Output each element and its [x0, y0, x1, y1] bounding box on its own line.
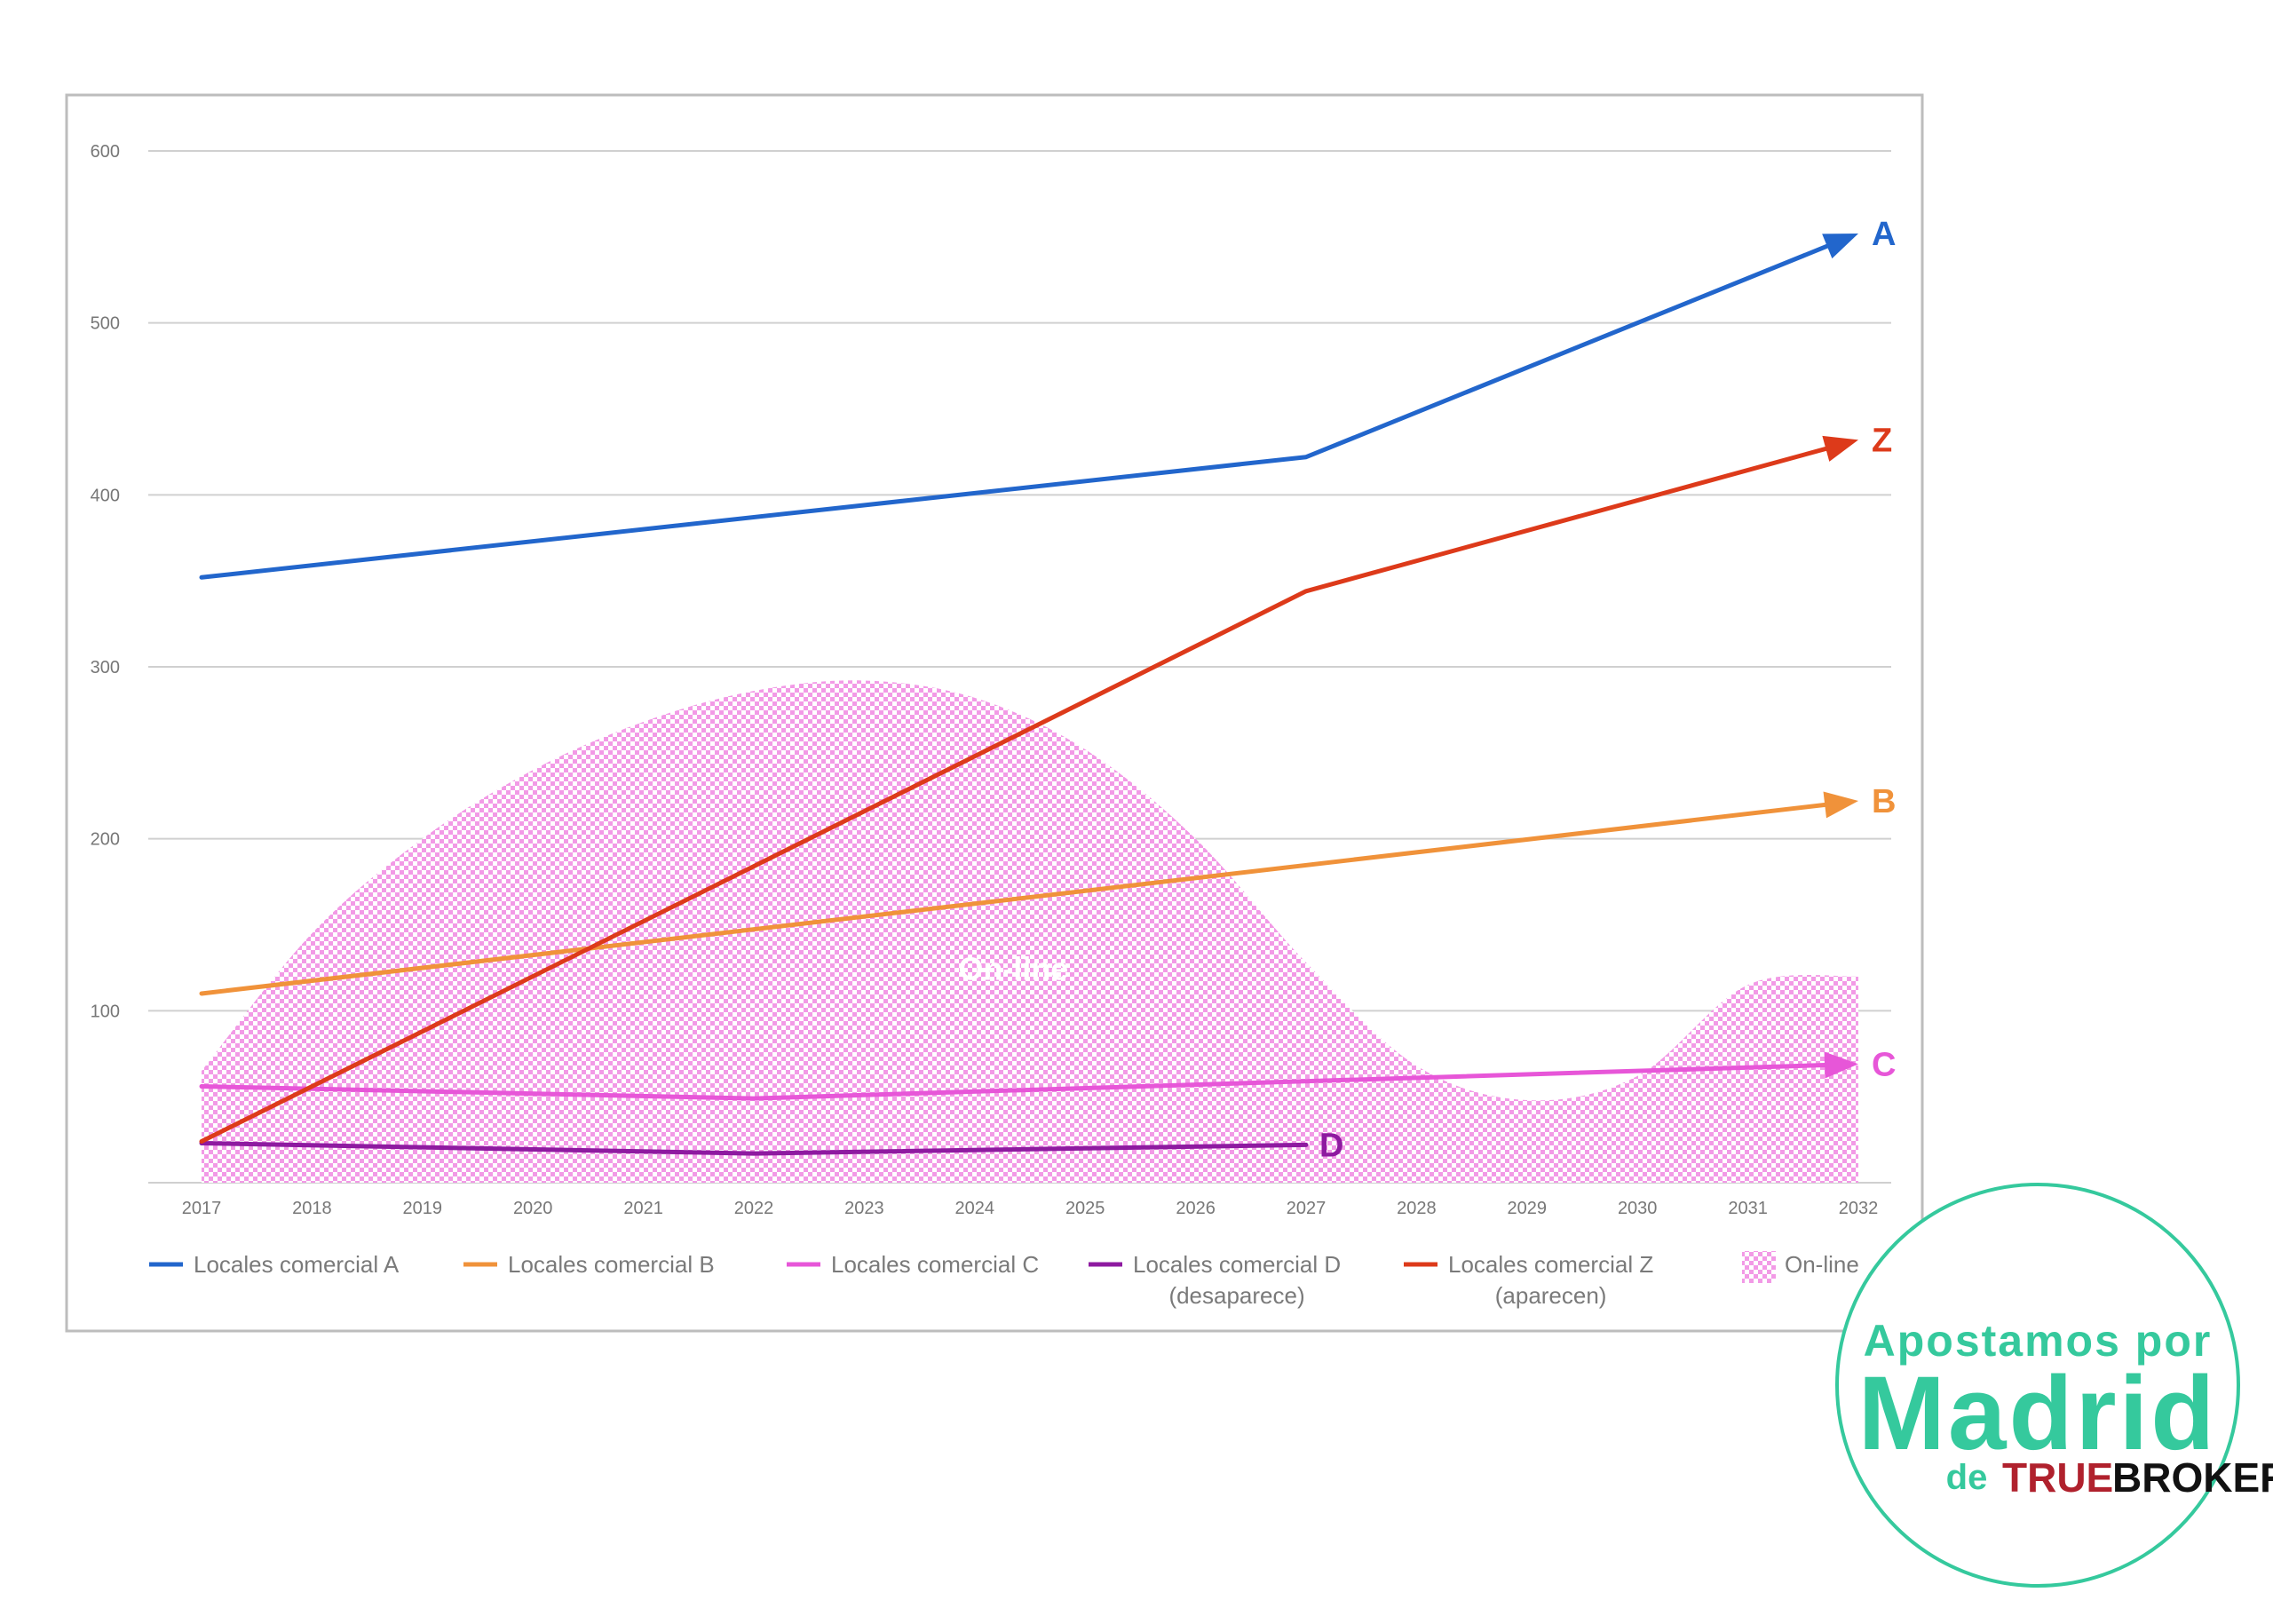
series-line-d	[199, 1140, 1309, 1156]
legend-label: Locales comercial D	[1133, 1251, 1341, 1278]
logo-line1: Apostamos por	[1864, 1316, 2213, 1366]
y-tick-label: 400	[91, 486, 120, 505]
online-area: On-line	[202, 680, 1858, 1183]
x-tick-label: 2029	[1508, 1199, 1548, 1218]
y-axis-ticks: 100 200 300 400 500 600	[91, 142, 120, 1021]
logo-line2: Madrid	[1858, 1355, 2218, 1472]
x-tick-label: 2023	[844, 1199, 884, 1218]
logo-de: de	[1946, 1458, 1988, 1497]
x-axis-ticks: 2017 2018 2019 2020 2021 2022 2023 2024 2025 2026…	[182, 1199, 1879, 1218]
series-end-label-c: C	[1872, 1046, 1896, 1083]
y-tick-label: 200	[91, 830, 120, 850]
x-tick-label: 2018	[292, 1199, 332, 1218]
x-tick-label: 2027	[1287, 1199, 1327, 1218]
x-tick-label: 2021	[623, 1199, 663, 1218]
series-line-c	[199, 1062, 1834, 1101]
logo-badge: Apostamos por Madrid de TRUE BROKER	[1835, 1183, 2273, 1588]
legend-label-sub: (desaparece)	[1168, 1282, 1304, 1309]
x-tick-label: 2028	[1397, 1199, 1437, 1218]
legend-label: Locales comercial B	[508, 1251, 715, 1278]
legend-swatch-online	[1742, 1251, 1776, 1283]
x-tick-label: 2017	[182, 1199, 222, 1218]
legend-label: Locales comercial Z	[1448, 1251, 1653, 1278]
x-tick-label: 2026	[1176, 1199, 1216, 1218]
online-area-label: On-line	[958, 950, 1068, 986]
arrowhead-z	[1822, 435, 1858, 462]
y-tick-label: 500	[91, 314, 120, 334]
series-lines: A B C D Z	[199, 216, 1896, 1164]
arrowhead-c	[1824, 1051, 1858, 1079]
y-tick-label: 300	[91, 658, 120, 677]
series-line-b	[199, 802, 1834, 996]
x-tick-label: 2019	[403, 1199, 443, 1218]
series-end-label-d: D	[1319, 1127, 1343, 1164]
x-tick-label: 2032	[1839, 1199, 1879, 1218]
x-tick-label: 2025	[1065, 1199, 1105, 1218]
y-tick-label: 600	[91, 142, 120, 162]
series-end-label-b: B	[1872, 783, 1896, 820]
legend: Locales comercial A Locales comercial B Lo…	[149, 1251, 1859, 1309]
x-tick-label: 2022	[734, 1199, 774, 1218]
x-tick-label: 2030	[1618, 1199, 1658, 1218]
logo-brand-broker: BROKER	[2112, 1454, 2273, 1501]
series-line-a	[199, 241, 1836, 580]
series-end-label-a: A	[1872, 216, 1896, 253]
legend-label-online: On-line	[1785, 1251, 1859, 1278]
online-area-shape	[202, 680, 1858, 1183]
x-tick-label: 2020	[513, 1199, 553, 1218]
legend-label-sub: (aparecen)	[1495, 1282, 1607, 1309]
arrowhead-a	[1822, 233, 1858, 259]
x-tick-label: 2031	[1728, 1199, 1768, 1218]
legend-label: Locales comercial A	[194, 1251, 400, 1278]
series-line-z	[199, 444, 1835, 1145]
arrowhead-b	[1823, 791, 1858, 819]
y-tick-label: 100	[91, 1002, 120, 1021]
logo-brand-true: TRUE	[2002, 1454, 2113, 1501]
legend-label: Locales comercial C	[831, 1251, 1039, 1278]
logo-circle	[1835, 1183, 2240, 1588]
x-tick-label: 2024	[955, 1199, 995, 1218]
series-end-label-z: Z	[1872, 422, 1892, 459]
